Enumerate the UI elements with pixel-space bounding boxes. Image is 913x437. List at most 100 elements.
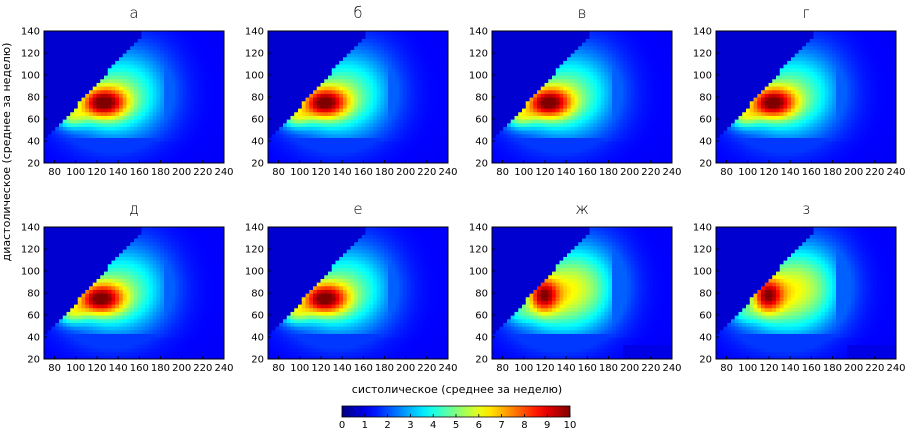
heatmap-cell <box>137 31 143 36</box>
heatmap-cell <box>358 34 363 39</box>
heatmap-cell <box>119 64 124 69</box>
heatmap-cell <box>194 155 199 160</box>
heatmap-cell <box>96 115 101 120</box>
heatmap-cell <box>51 31 56 36</box>
heatmap-cell <box>126 100 131 105</box>
heatmap-cell <box>134 122 139 127</box>
heatmap-cell <box>548 111 553 116</box>
heatmap-cell <box>111 159 116 163</box>
heatmap-cell <box>343 130 348 135</box>
heatmap-cell <box>100 137 105 142</box>
heatmap-cell <box>373 67 378 72</box>
heatmap-cell <box>220 64 224 69</box>
heatmap-cell <box>350 137 355 142</box>
heatmap-cell <box>499 82 504 87</box>
heatmap-cell <box>548 104 553 109</box>
heatmap-cell <box>175 141 180 146</box>
heatmap-cell <box>492 100 497 105</box>
heatmap-cell <box>74 56 79 61</box>
heatmap-cell <box>51 64 56 69</box>
heatmap-cell <box>271 159 277 163</box>
heatmap-cell <box>638 75 643 80</box>
heatmap-cell <box>305 122 310 127</box>
heatmap-cell <box>619 82 624 87</box>
heatmap-cell <box>316 126 322 131</box>
heatmap-cell <box>410 108 415 113</box>
heatmap-cell <box>89 82 94 87</box>
heatmap-cell <box>503 144 508 149</box>
heatmap-cell <box>175 42 180 47</box>
heatmap-cell <box>167 104 173 109</box>
heatmap-cell <box>96 86 101 91</box>
heatmap-cell <box>216 108 221 113</box>
heatmap-cell <box>495 93 501 98</box>
heatmap-cell <box>122 89 128 94</box>
heatmap-cell <box>600 53 606 58</box>
heatmap-cell <box>152 64 158 69</box>
heatmap-cell <box>597 89 602 94</box>
heatmap-cell <box>130 93 135 98</box>
heatmap-cell <box>175 49 180 54</box>
heatmap-cell <box>548 133 553 138</box>
heatmap-cell <box>92 38 98 43</box>
heatmap-cell <box>216 104 221 109</box>
heatmap-cell <box>495 122 501 127</box>
heatmap-cell <box>492 104 497 109</box>
heatmap-cell <box>406 126 412 131</box>
heatmap-cell <box>350 53 355 58</box>
heatmap-cell <box>212 93 218 98</box>
heatmap-cell <box>346 108 352 113</box>
heatmap-cell <box>156 78 161 83</box>
heatmap-cell <box>518 89 523 94</box>
heatmap-cell <box>164 126 169 131</box>
heatmap-cell <box>510 38 516 43</box>
heatmap-cell <box>552 38 557 43</box>
heatmap-cell <box>66 148 71 153</box>
heatmap-cell <box>418 130 423 135</box>
heatmap-cell <box>339 137 344 142</box>
heatmap-cell <box>582 78 587 83</box>
heatmap-cell <box>365 122 370 127</box>
heatmap-cell <box>47 49 53 54</box>
heatmap-cell <box>593 82 598 87</box>
heatmap-cell <box>429 100 434 105</box>
heatmap-cell <box>179 133 184 138</box>
heatmap-cell <box>525 67 531 72</box>
heatmap-cell <box>608 152 613 157</box>
heatmap-cell <box>309 67 314 72</box>
heatmap-cell <box>152 104 158 109</box>
heatmap-cell <box>55 64 60 69</box>
heatmap-cell <box>316 108 322 113</box>
heatmap-cell <box>316 82 322 87</box>
heatmap-cell <box>503 93 508 98</box>
heatmap-cell <box>436 71 442 76</box>
heatmap-cell <box>89 64 94 69</box>
heatmap-cell <box>126 56 131 61</box>
heatmap-cell <box>294 133 299 138</box>
heatmap-cell <box>271 42 277 47</box>
heatmap-cell <box>182 31 188 36</box>
heatmap-cell <box>301 159 307 163</box>
heatmap-cell <box>384 53 389 58</box>
heatmap-cell <box>167 152 173 157</box>
heatmap-cell <box>634 60 639 65</box>
heatmap-cell <box>529 155 534 160</box>
heatmap-cell <box>608 42 613 47</box>
heatmap-cell <box>141 67 146 72</box>
heatmap-cell <box>283 60 288 65</box>
heatmap-cell <box>216 86 221 91</box>
heatmap-cell <box>358 60 363 65</box>
heatmap-cell <box>331 78 337 83</box>
heatmap-cell <box>548 75 553 80</box>
heatmap-cell <box>403 56 408 61</box>
heatmap-cell <box>425 93 430 98</box>
heatmap-cell <box>388 89 393 94</box>
heatmap-cell <box>440 67 445 72</box>
heatmap-cell <box>346 159 352 163</box>
heatmap-cell <box>403 49 408 54</box>
heatmap-cell <box>85 38 90 43</box>
heatmap-cell <box>301 115 307 120</box>
heatmap-cell <box>615 67 621 72</box>
heatmap-cell <box>89 67 94 72</box>
heatmap-cell <box>418 38 423 43</box>
